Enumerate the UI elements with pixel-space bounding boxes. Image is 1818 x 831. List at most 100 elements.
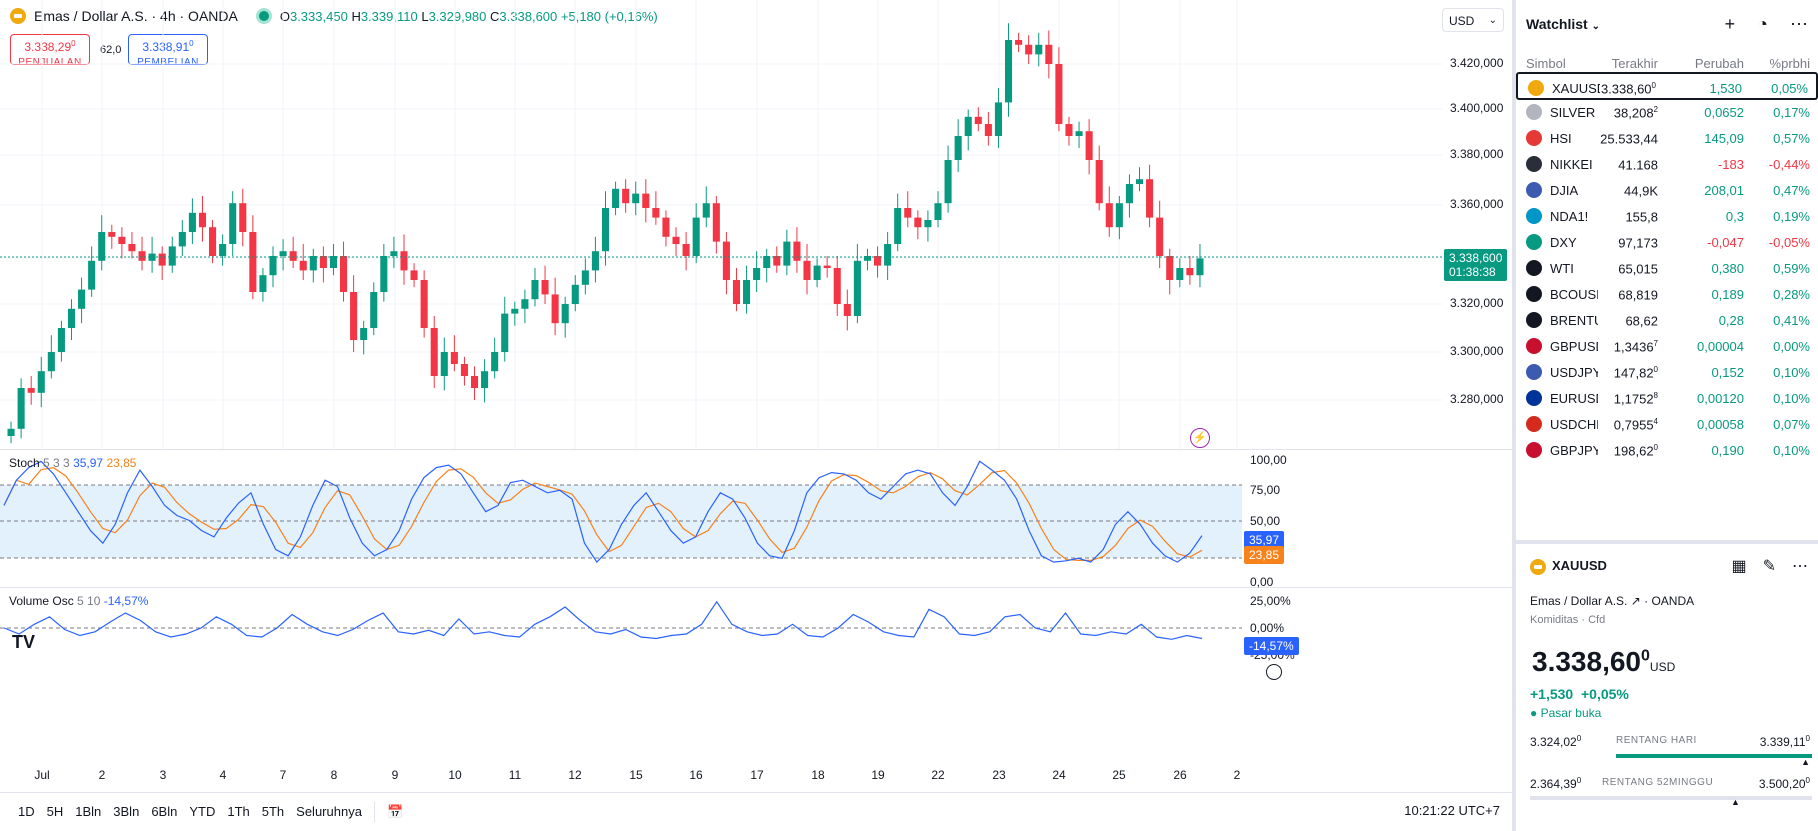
spread-value: 62,0 [100, 44, 122, 56]
candle [491, 352, 499, 372]
col-change[interactable]: Perubah [1694, 56, 1744, 71]
col-last[interactable]: Terakhir [1611, 56, 1658, 71]
volosc-legend[interactable]: Volume Osc 5 10 -14,57% [9, 594, 149, 608]
row-last: 38,2082 [1613, 105, 1658, 121]
candlestick-chart[interactable] [0, 0, 1442, 520]
detail-symbol[interactable]: XAUUSD [1530, 558, 1607, 575]
col-symbol[interactable]: Simbol [1526, 56, 1566, 71]
watchlist-row[interactable]: NDA1! 155,8 0,3 0,19% [1516, 202, 1818, 230]
candle [420, 280, 428, 328]
row-change: -0,047 [1707, 235, 1744, 250]
candle [581, 270, 589, 285]
more-options-icon[interactable]: ⋯ [1792, 558, 1808, 575]
row-change: 0,189 [1711, 287, 1744, 302]
day-high: 3.339,110 [1759, 734, 1810, 749]
price-axis-label: 3.380,000 [1450, 147, 1504, 161]
stochastic-pane[interactable] [0, 450, 1442, 586]
row-change: -183 [1717, 157, 1744, 172]
timeframe-3bln[interactable]: 3Bln [113, 804, 140, 819]
grid-layout-icon[interactable]: ▦ [1731, 558, 1747, 575]
silver-icon [1526, 104, 1542, 120]
watchlist-row[interactable]: XAUUSD 3.338,600 1,530 0,05% [1516, 72, 1818, 100]
timeframe-1bln[interactable]: 1Bln [75, 804, 102, 819]
watchlist-row[interactable]: DJIA 44,9K 208,01 0,47% [1516, 176, 1818, 204]
watchlist-row[interactable]: GBPJPY 198,620 0,190 0,10% [1516, 436, 1818, 464]
volume-osc-pane[interactable] [0, 588, 1442, 660]
time-axis-label: 24 [1052, 768, 1066, 782]
candle [954, 136, 962, 160]
timeframe-ytd[interactable]: YTD [189, 804, 216, 819]
watchlist-title[interactable]: Watchlist ⌄ [1526, 16, 1600, 32]
candle [98, 232, 106, 261]
chart-title[interactable]: Emas / Dollar A.S. · 4h · OANDA [34, 8, 238, 24]
settings-gear-icon[interactable] [1266, 664, 1282, 680]
more-options-icon[interactable]: ⋯ [1790, 14, 1808, 34]
edit-icon[interactable]: ✎ [1762, 558, 1776, 575]
stoch-axis-label: 100,00 [1250, 453, 1287, 467]
watchlist-row[interactable]: GBPUSD 1,34367 0,00004 0,00% [1516, 332, 1818, 360]
time-axis-label: 18 [811, 768, 825, 782]
timeframe-6bln[interactable]: 6Bln [151, 804, 178, 819]
external-link-icon[interactable]: ↗ [1630, 594, 1641, 608]
watchlist-row[interactable]: WTI 65,015 0,380 0,59% [1516, 254, 1818, 282]
row-change: 0,190 [1711, 443, 1744, 458]
timeframe-seluruhnya[interactable]: Seluruhnya [296, 804, 362, 819]
row-change: 0,0652 [1704, 105, 1744, 120]
candle [138, 251, 146, 261]
candle [853, 260, 861, 316]
candle [692, 217, 700, 256]
advanced-view-icon[interactable]: ◔ [1757, 14, 1768, 34]
candle [702, 203, 710, 218]
watchlist-row[interactable]: USDCHF 0,79554 0,00058 0,07% [1516, 410, 1818, 438]
row-change-pct: 0,59% [1773, 261, 1810, 276]
watchlist-row[interactable]: HSI 25.533,44 145,09 0,57% [1516, 124, 1818, 152]
col-change-pct[interactable]: %prbhi [1769, 56, 1810, 71]
currency-select[interactable]: USD ⌄ [1442, 8, 1504, 32]
stoch-k-line [3, 460, 1203, 564]
add-symbol-icon[interactable]: + [1724, 14, 1736, 34]
watchlist-row[interactable]: DXY 97,173 -0,047 -0,05% [1516, 228, 1818, 256]
candle [944, 160, 952, 204]
watchlist-row[interactable]: BRENTU 68,62 0,28 0,41% [1516, 306, 1818, 334]
clock[interactable]: 10:21:22 UTC+7 [1404, 803, 1500, 818]
sell-button[interactable]: 3.338,290 PENJUALAN [10, 34, 90, 68]
time-axis-label: 26 [1173, 768, 1187, 782]
lightning-icon[interactable]: ⚡ [1190, 428, 1210, 448]
candle [1196, 258, 1204, 276]
timeframe-5th[interactable]: 5Th [261, 804, 285, 819]
pane-divider[interactable] [0, 449, 1512, 450]
time-axis-label: 16 [689, 768, 703, 782]
chevron-down-icon: ⌄ [1488, 15, 1497, 26]
timeframe-1d[interactable]: 1D [18, 804, 35, 819]
buy-button[interactable]: 3.338,910 PEMBELIAN [128, 34, 208, 68]
candle [400, 251, 408, 271]
watchlist-row[interactable]: BCOUSD 68,819 0,189 0,28% [1516, 280, 1818, 308]
candle [551, 294, 559, 324]
candle [1045, 44, 1053, 64]
chevron-down-icon: ⌄ [1591, 21, 1600, 32]
pane-divider[interactable] [0, 587, 1512, 588]
time-axis-label: 2 [1233, 768, 1241, 782]
watchlist-row[interactable]: EURUSD 1,17528 0,00120 0,10% [1516, 384, 1818, 412]
row-symbol: USDCHF [1550, 417, 1598, 432]
watchlist-row[interactable]: USDJPY 147,820 0,152 0,10% [1516, 358, 1818, 386]
timeframe-5h[interactable]: 5H [46, 804, 64, 819]
candle [67, 308, 76, 328]
stoch-legend[interactable]: Stoch 5 3 3 35,97 23,85 [9, 456, 137, 470]
tradingview-logo-icon[interactable]: TV [12, 632, 36, 652]
watchlist-row[interactable]: NIKKEI 41.168 -183 -0,44% [1516, 150, 1818, 178]
chart-area[interactable]: Emas / Dollar A.S. · 4h · OANDA O3.333,4… [0, 0, 1512, 831]
date-range-icon[interactable]: 📅 [386, 803, 404, 819]
price-axis-label: 3.400,000 [1450, 101, 1504, 115]
time-axis-label: Jul [34, 768, 50, 782]
candle [1156, 217, 1164, 256]
detail-category: Komiditas · Cfd [1530, 614, 1606, 626]
time-axis-label: 2 [98, 768, 106, 782]
hsi-icon [1526, 130, 1542, 146]
row-last: 1,34367 [1613, 339, 1658, 355]
dollar-icon [1526, 234, 1542, 250]
candle [57, 328, 65, 352]
watchlist-row[interactable]: SILVER 38,2082 0,0652 0,17% [1516, 98, 1818, 126]
row-change-pct: 0,05% [1771, 81, 1808, 96]
timeframe-1th[interactable]: 1Th [227, 804, 250, 819]
